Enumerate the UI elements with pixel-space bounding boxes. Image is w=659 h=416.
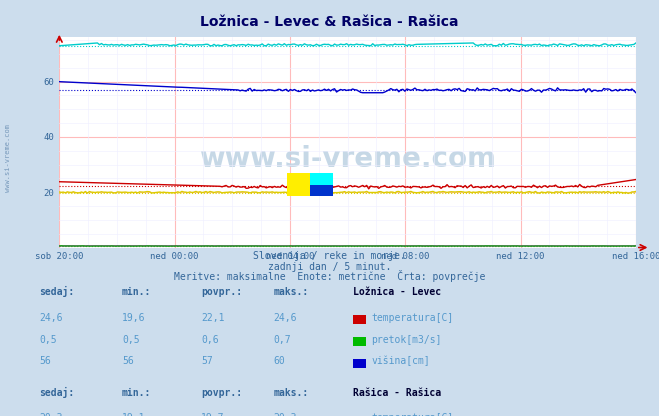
Text: 0,7: 0,7 (273, 335, 291, 345)
Text: 56: 56 (40, 357, 51, 366)
Text: 0,5: 0,5 (40, 335, 57, 345)
Polygon shape (310, 185, 333, 196)
Text: Rašica - Rašica: Rašica - Rašica (353, 388, 441, 398)
Text: maks.:: maks.: (273, 388, 308, 398)
Text: 19,7: 19,7 (201, 414, 225, 416)
Text: 19,6: 19,6 (122, 313, 146, 323)
Text: pretok[m3/s]: pretok[m3/s] (371, 335, 442, 345)
Polygon shape (287, 173, 310, 196)
Text: višina[cm]: višina[cm] (371, 356, 430, 366)
Text: 24,6: 24,6 (40, 313, 63, 323)
Text: 56: 56 (122, 357, 134, 366)
Text: min.:: min.: (122, 388, 152, 398)
Text: temperatura[C]: temperatura[C] (371, 313, 453, 323)
Text: 19,1: 19,1 (122, 414, 146, 416)
Text: min.:: min.: (122, 287, 152, 297)
Text: 60: 60 (273, 357, 285, 366)
Text: sedaj:: sedaj: (40, 386, 74, 398)
Text: 20,3: 20,3 (273, 414, 297, 416)
Text: Ložnica - Levec: Ložnica - Levec (353, 287, 441, 297)
Text: www.si-vreme.com: www.si-vreme.com (199, 145, 496, 173)
Text: Slovenija / reke in morje.: Slovenija / reke in morje. (253, 251, 406, 261)
Text: sedaj:: sedaj: (40, 286, 74, 297)
Text: maks.:: maks.: (273, 287, 308, 297)
Text: povpr.:: povpr.: (201, 388, 242, 398)
Text: 57: 57 (201, 357, 213, 366)
Text: 0,6: 0,6 (201, 335, 219, 345)
Text: Ložnica - Levec & Rašica - Rašica: Ložnica - Levec & Rašica - Rašica (200, 15, 459, 29)
Text: Meritve: maksimalne  Enote: metrične  Črta: povprečje: Meritve: maksimalne Enote: metrične Črta… (174, 270, 485, 282)
Text: www.si-vreme.com: www.si-vreme.com (5, 124, 11, 192)
Text: temperatura[C]: temperatura[C] (371, 414, 453, 416)
Text: zadnji dan / 5 minut.: zadnji dan / 5 minut. (268, 262, 391, 272)
Text: 20,3: 20,3 (40, 414, 63, 416)
Text: 0,5: 0,5 (122, 335, 140, 345)
Text: 24,6: 24,6 (273, 313, 297, 323)
Polygon shape (310, 173, 333, 185)
Text: 22,1: 22,1 (201, 313, 225, 323)
Text: povpr.:: povpr.: (201, 287, 242, 297)
